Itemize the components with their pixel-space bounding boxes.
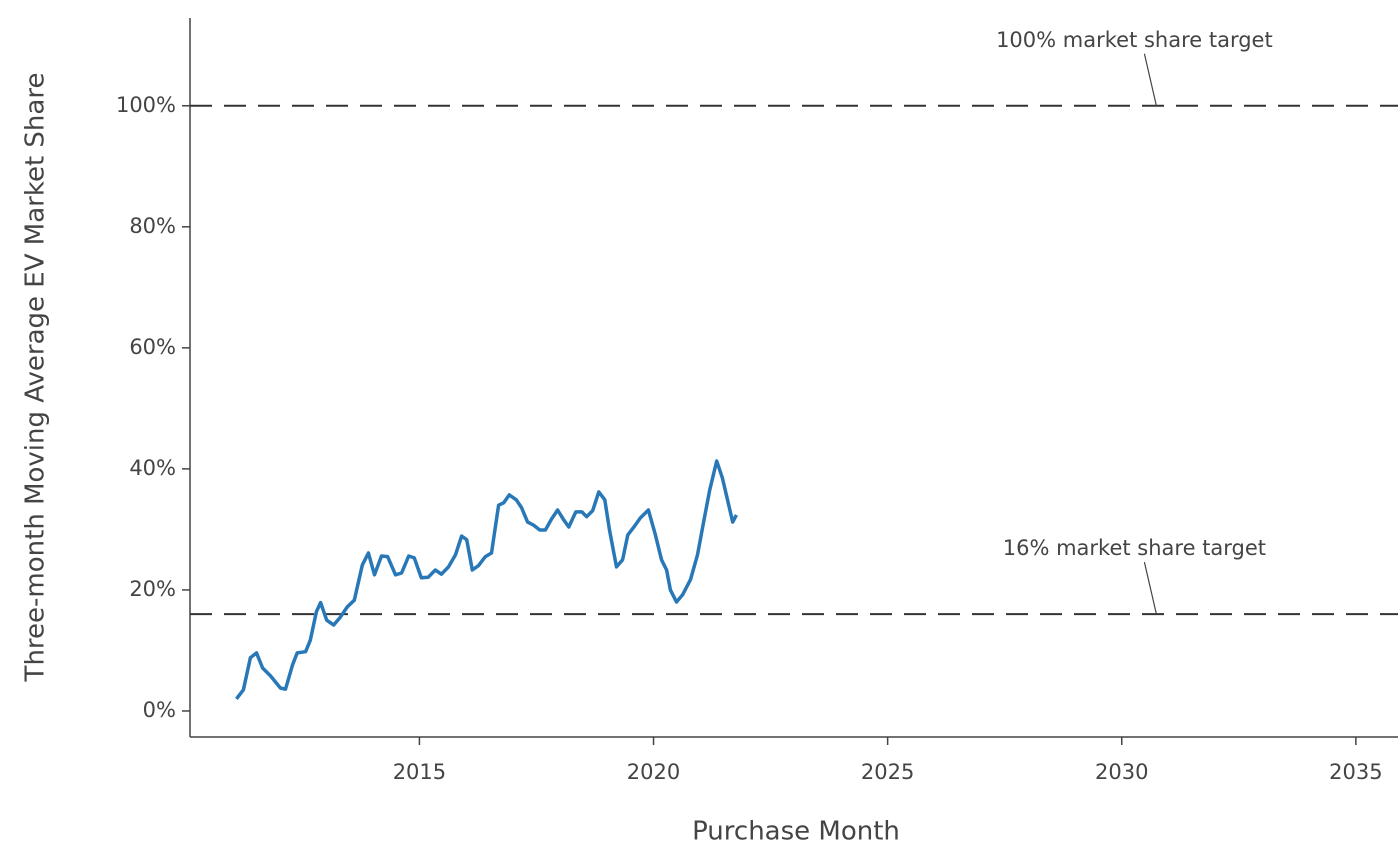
x-tick-label: 2025 xyxy=(861,760,914,784)
annotation: 16% market share target xyxy=(1003,536,1266,560)
x-tick-label: 2020 xyxy=(627,760,680,784)
data-line xyxy=(235,459,738,700)
y-tick-label: 80% xyxy=(129,214,176,238)
y-tick-label: 0% xyxy=(143,698,176,722)
x-axis-title: Purchase Month xyxy=(692,817,900,847)
y-tick-label: 20% xyxy=(129,577,176,601)
x-tick-label: 2015 xyxy=(393,760,446,784)
annotation-arrow xyxy=(1143,53,1157,106)
x-tick-label: 2035 xyxy=(1329,760,1382,784)
y-tick-label: 40% xyxy=(129,456,176,480)
y-tick-label: 100% xyxy=(116,93,176,117)
x-tick-label: 2030 xyxy=(1095,760,1148,784)
annotation-arrow xyxy=(1143,562,1157,615)
y-tick-label: 60% xyxy=(129,335,176,359)
annotation: 100% market share target xyxy=(996,28,1273,52)
y-axis-title: Three-month Moving Average EV Market Sha… xyxy=(21,73,51,683)
